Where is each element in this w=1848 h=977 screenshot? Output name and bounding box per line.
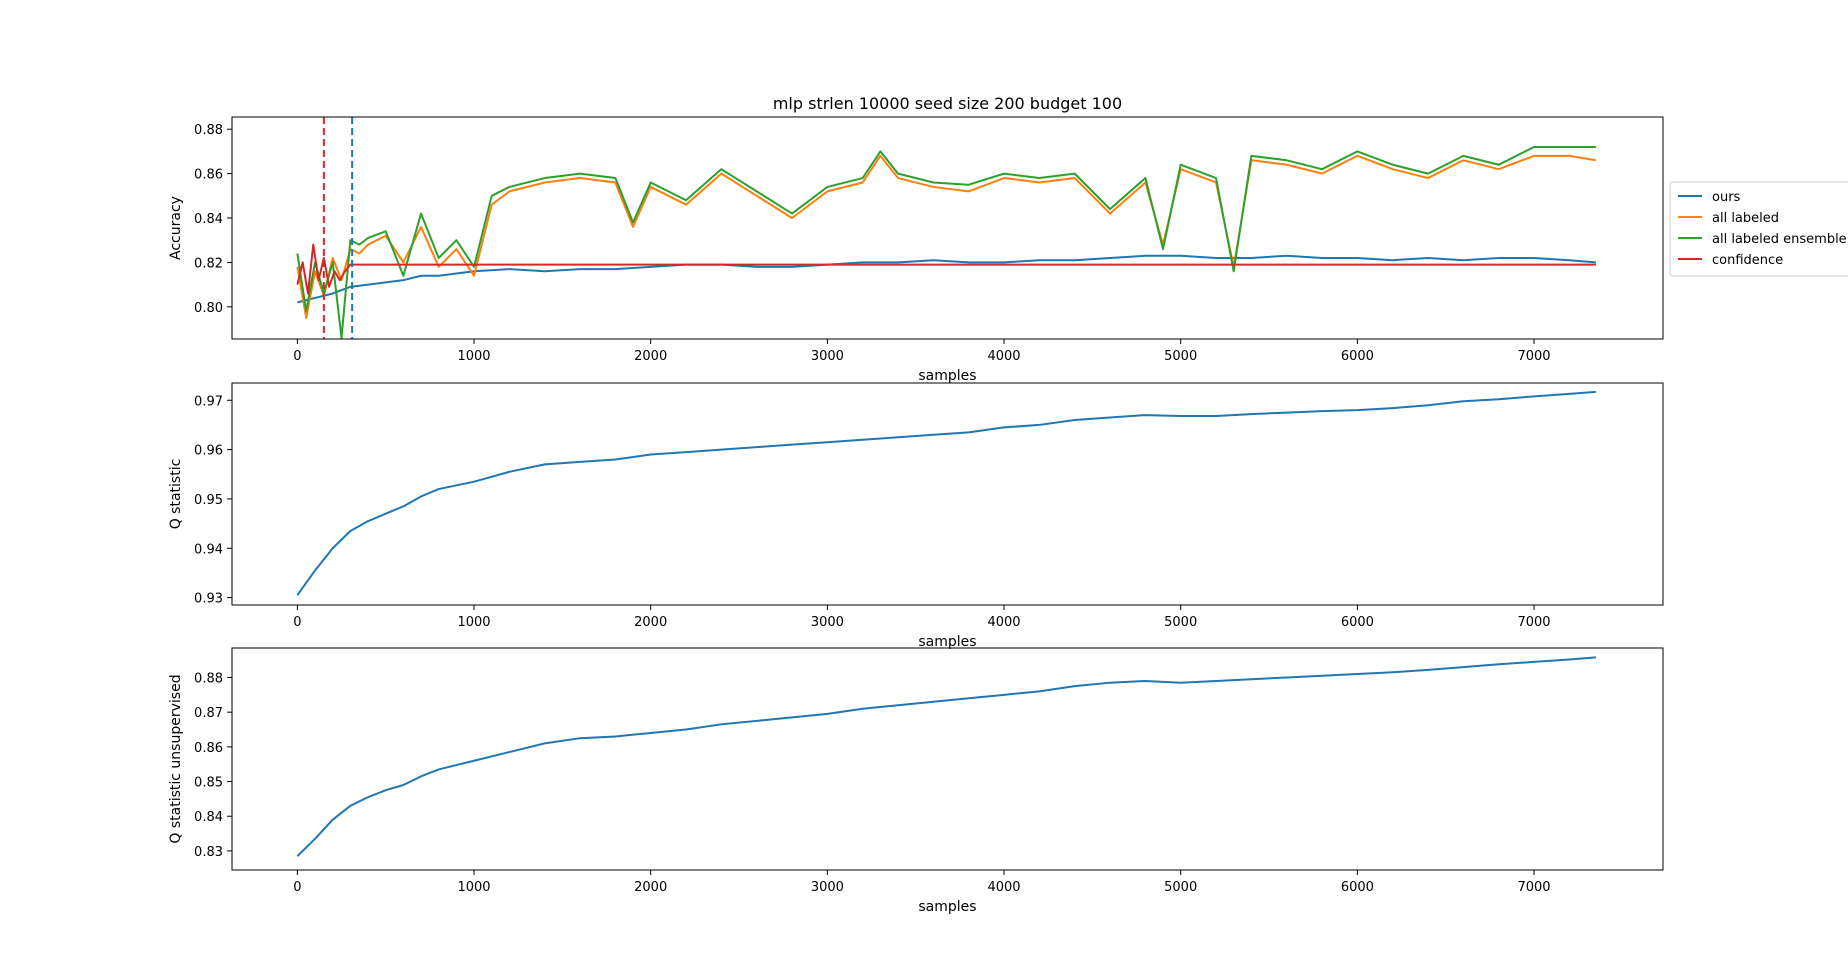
series-line-series-1 xyxy=(296,656,1596,857)
x-tick-label: 5000 xyxy=(1164,880,1197,895)
x-axis-label: samples xyxy=(918,899,976,915)
x-tick-label: 7000 xyxy=(1517,880,1550,895)
y-tick-label: 0.95 xyxy=(194,493,223,508)
x-tick-label: 2000 xyxy=(634,880,667,895)
x-tick-label: 3000 xyxy=(811,349,844,364)
x-tick-label: 4000 xyxy=(987,349,1020,364)
legend-entry: all labeled ensemble xyxy=(1712,232,1847,247)
x-tick-label: 1000 xyxy=(457,615,490,630)
y-tick-label: 0.94 xyxy=(194,542,223,557)
y-tick-label: 0.82 xyxy=(194,256,223,271)
x-tick-label: 4000 xyxy=(987,880,1020,895)
y-tick-label: 0.93 xyxy=(194,592,223,607)
legend-box xyxy=(1669,181,1848,277)
legend-entry: confidence xyxy=(1712,253,1783,268)
y-tick-label: 0.87 xyxy=(194,706,223,721)
chart-panel-1: 0 1000 2000 3000 4000 5000 6000 7000 0.80 0.82 0.8… xyxy=(168,94,1848,384)
y-tick-label: 0.80 xyxy=(194,301,223,316)
y-tick-label: 0.86 xyxy=(194,741,223,756)
x-tick-label: 0 xyxy=(293,880,301,895)
legend-entry: ours xyxy=(1712,190,1741,205)
y-tick-label: 0.85 xyxy=(194,776,223,791)
y-tick-label: 0.84 xyxy=(194,212,223,227)
axes-frame xyxy=(231,382,1664,606)
series-line-series-1 xyxy=(296,390,1596,596)
y-tick-label: 0.84 xyxy=(194,810,223,825)
x-tick-label: 7000 xyxy=(1517,349,1550,364)
x-tick-label: 6000 xyxy=(1341,880,1374,895)
x-tick-label: 4000 xyxy=(987,615,1020,630)
charts: 0 1000 2000 3000 4000 5000 6000 7000 0.80 0.82 0.8… xyxy=(168,94,1848,915)
plot-area xyxy=(296,117,1597,339)
x-tick-label: 2000 xyxy=(634,349,667,364)
chart-panel-2: 0 1000 2000 3000 4000 5000 6000 7000 0.93 0.94 0.9… xyxy=(168,382,1664,650)
series-line-all-labeled-ensemble xyxy=(296,145,1596,339)
chart-panel-3: 0 1000 2000 3000 4000 5000 6000 7000 0.83 0.84 0.8… xyxy=(168,647,1664,915)
y-tick-label: 0.96 xyxy=(194,444,223,459)
x-tick-label: 0 xyxy=(293,349,301,364)
plot-area xyxy=(296,390,1596,596)
x-axis-label: samples xyxy=(918,634,976,650)
y-tick-label: 0.88 xyxy=(194,123,223,138)
x-tick-label: 6000 xyxy=(1341,349,1374,364)
x-tick-label: 2000 xyxy=(634,615,667,630)
y-axis-label: Q statistic xyxy=(168,459,184,530)
x-tick-label: 0 xyxy=(293,615,301,630)
legend: ours all labeled all labeled ensemble confi… xyxy=(1669,181,1848,277)
plot-area xyxy=(296,656,1596,857)
axes-frame xyxy=(231,647,1664,871)
y-axis-label: Q statistic unsupervised xyxy=(168,674,184,843)
x-tick-label: 3000 xyxy=(811,880,844,895)
legend-entry: all labeled xyxy=(1712,211,1779,226)
series-line-confidence xyxy=(296,243,1596,295)
x-tick-label: 5000 xyxy=(1164,615,1197,630)
series-line-all-labeled xyxy=(296,154,1597,319)
x-tick-label: 1000 xyxy=(457,349,490,364)
y-tick-label: 0.83 xyxy=(194,845,223,860)
x-tick-label: 1000 xyxy=(457,880,490,895)
chart-title: mlp strlen 10000 seed size 200 budget 10… xyxy=(773,94,1122,113)
axes-frame xyxy=(231,116,1664,340)
x-axis-label: samples xyxy=(918,368,976,384)
y-tick-label: 0.88 xyxy=(194,671,223,686)
y-tick-label: 0.97 xyxy=(194,394,223,409)
series-line-ours xyxy=(297,254,1596,304)
y-axis-label: Accuracy xyxy=(168,196,184,260)
x-tick-label: 5000 xyxy=(1164,349,1197,364)
x-tick-label: 7000 xyxy=(1517,615,1550,630)
x-tick-label: 3000 xyxy=(811,615,844,630)
y-tick-label: 0.86 xyxy=(194,168,223,183)
x-tick-label: 6000 xyxy=(1341,615,1374,630)
